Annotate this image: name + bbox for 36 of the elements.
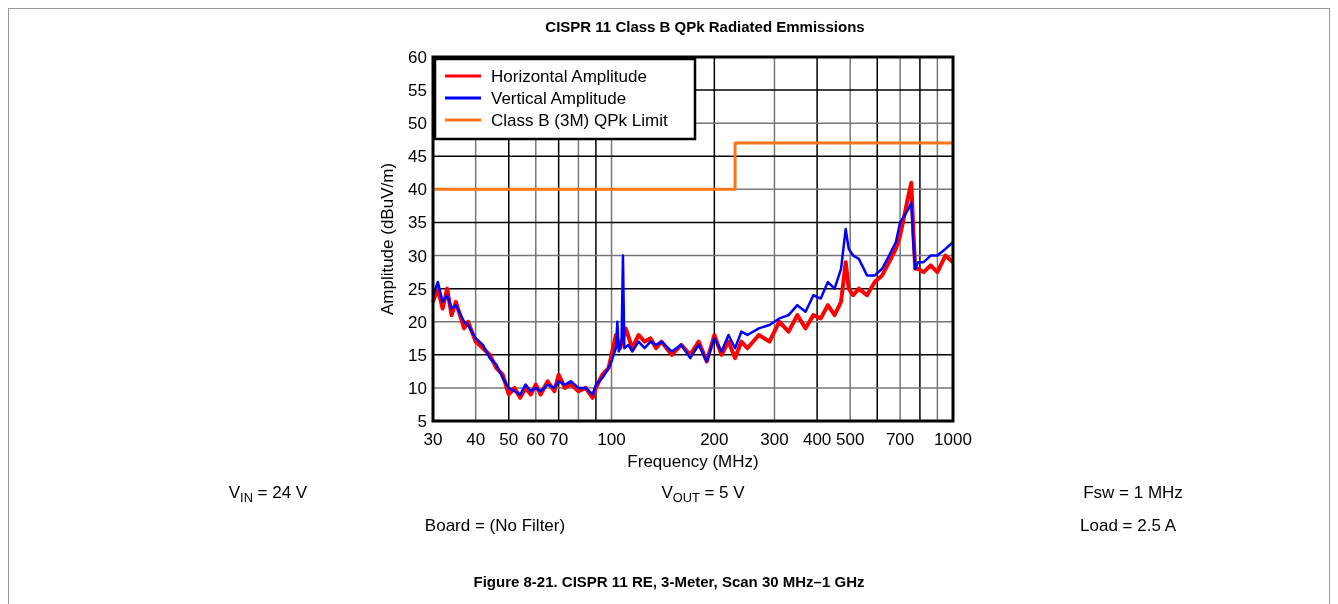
y-tick-label: 35 [408, 213, 427, 233]
legend-label: Horizontal Amplitude [491, 67, 647, 86]
x-tick-label: 50 [499, 430, 519, 449]
y-axis-title: Amplitude (dBuV/m) [378, 162, 397, 316]
x-tick-label: 500 [836, 430, 865, 449]
x-tick-label: 60 [526, 430, 546, 449]
x-tick-label: 70 [549, 430, 569, 449]
x-tick-label: 1000 [934, 430, 972, 449]
text: V$_{IN}$ = 24 V [228, 483, 308, 505]
x-tick-label: 400 [802, 430, 832, 449]
legend-label: Class B (3M) QPk Limit [491, 111, 668, 130]
y-tick-label: 15 [408, 345, 427, 365]
x-tick-label: 200 [700, 430, 729, 449]
text: Load = 2.5 A [1080, 516, 1177, 535]
y-tick-label: 60 [408, 48, 427, 67]
text: Board = (No Filter) [424, 516, 566, 535]
caption: Figure 8-21. CISPR 11 RE, 3-Meter, Scan 30 MHz–1 GHz [473, 573, 865, 590]
legend-label: Vertical Amplitude [491, 89, 627, 108]
y-tick-label: 40 [408, 180, 427, 200]
x-tick-label: 40 [466, 430, 486, 449]
y-tick-label: 10 [408, 378, 427, 398]
y-tick-label: 45 [408, 147, 427, 167]
y-tick-label: 55 [408, 81, 427, 101]
x-tick-label: 700 [885, 430, 915, 449]
x-tick-label: 100 [597, 430, 626, 449]
y-tick-label: 20 [408, 312, 427, 332]
chart-title: CISPR 11 Class B QPk Radiated Emmissions [545, 18, 865, 35]
y-tick-label: 25 [408, 279, 427, 299]
x-axis-title: Frequency (MHz) [627, 452, 759, 471]
y-tick-label: 5 [417, 412, 427, 431]
text: V$_{OUT}$ = 5 V [661, 483, 746, 505]
x-tick-label: 30 [423, 430, 443, 449]
x-tick-label: 300 [760, 430, 789, 449]
text: Fsw = 1 MHz [1083, 483, 1183, 502]
y-tick-label: 30 [408, 246, 427, 266]
y-tick-label: 50 [408, 114, 427, 134]
